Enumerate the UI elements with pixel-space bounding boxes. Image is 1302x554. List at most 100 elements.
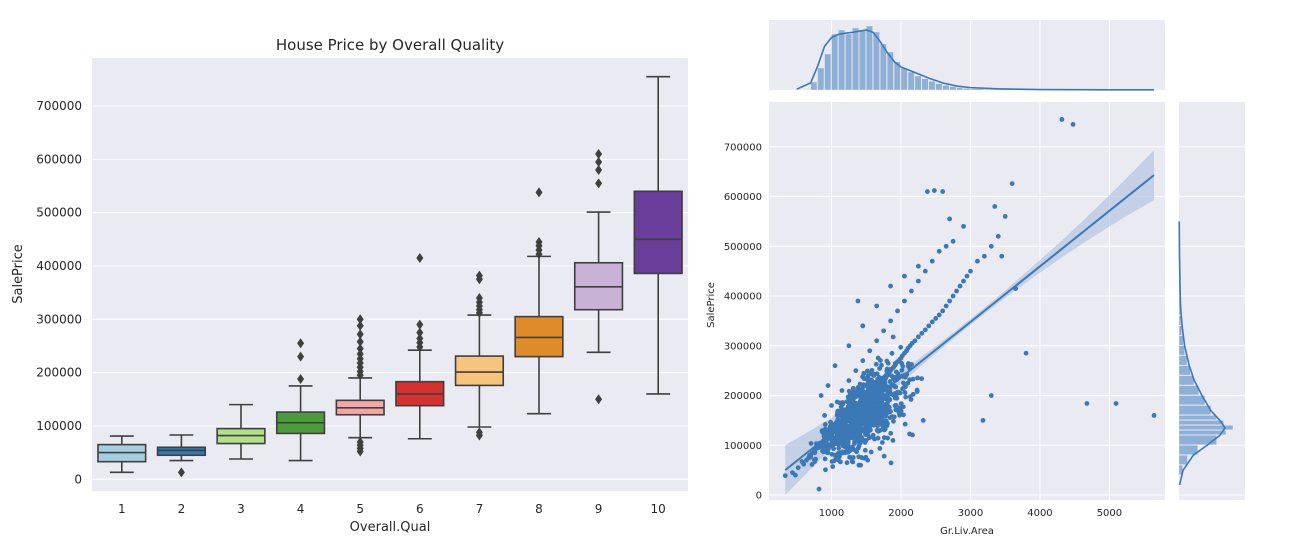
scatter-point xyxy=(832,442,837,447)
scatter-point xyxy=(965,274,970,279)
scatter-point xyxy=(893,361,898,366)
scatter-point xyxy=(853,368,858,373)
scatter-point xyxy=(888,284,893,289)
scatter-point xyxy=(961,224,966,229)
scatter-point xyxy=(855,390,860,395)
scatter-point xyxy=(940,189,945,194)
scatter-point xyxy=(888,367,893,372)
scatter-point xyxy=(877,446,882,451)
right-marginal-bar xyxy=(1179,316,1181,325)
scatter-point xyxy=(947,299,952,304)
scatter-point xyxy=(845,460,850,465)
scatter-point xyxy=(1152,413,1157,418)
scatter-point xyxy=(831,458,836,463)
scatter-point xyxy=(876,411,881,416)
scatter-point xyxy=(796,465,801,470)
scatter-point xyxy=(915,389,920,394)
scatter-point xyxy=(968,269,973,274)
scatter-point xyxy=(868,428,873,433)
top-marginal-bar xyxy=(964,88,970,90)
scatter-point xyxy=(857,425,862,430)
scatter-point xyxy=(947,217,952,222)
scatter-point xyxy=(916,279,921,284)
scatter-point xyxy=(828,424,833,429)
top-marginal-bar xyxy=(950,87,956,90)
scatter-x-tick-label: 1000 xyxy=(819,508,844,519)
scatter-point xyxy=(883,383,888,388)
scatter-point xyxy=(932,188,937,193)
scatter-point xyxy=(870,368,875,373)
scatter-point xyxy=(892,414,897,419)
scatter-point xyxy=(857,431,862,436)
top-marginal-bar xyxy=(832,34,838,90)
top-marginal-bar xyxy=(915,76,921,90)
scatter-point xyxy=(879,405,884,410)
scatter-point xyxy=(845,410,850,415)
scatter-point xyxy=(840,400,845,405)
scatter-point xyxy=(819,393,824,398)
scatter-point xyxy=(826,383,831,388)
scatter-point xyxy=(903,384,908,389)
right-marginal-bar xyxy=(1179,376,1194,385)
boxplot-x-tick-label: 9 xyxy=(595,502,603,516)
scatter-point xyxy=(989,393,994,398)
boxplot-y-tick-label: 700000 xyxy=(36,99,82,113)
scatter-point xyxy=(891,438,896,443)
scatter-point xyxy=(906,361,911,366)
scatter-point xyxy=(809,441,814,446)
top-marginal-bar xyxy=(970,89,983,90)
scatter-point xyxy=(861,401,866,406)
scatter-point xyxy=(847,427,852,432)
scatter-point xyxy=(880,440,885,445)
right-marginal-bar xyxy=(1179,430,1226,434)
scatter-point xyxy=(989,244,994,249)
scatter-point xyxy=(867,348,872,353)
scatter-point xyxy=(833,363,838,368)
scatter-x-tick-label: 2000 xyxy=(888,508,913,519)
scatter-point xyxy=(893,385,898,390)
scatter-y-tick-label: 700000 xyxy=(724,142,762,153)
right-marginal-bar xyxy=(1179,386,1199,395)
scatter-point xyxy=(863,418,868,423)
scatter-point xyxy=(951,294,956,299)
scatter-point xyxy=(897,410,902,415)
scatter-point xyxy=(903,422,908,427)
scatter-y-tick-labels: 0100000200000300000400000500000600000700… xyxy=(724,142,762,501)
scatter-point xyxy=(849,410,854,415)
scatter-point xyxy=(823,467,828,472)
boxplot-x-tick-label: 4 xyxy=(297,502,305,516)
scatter-point xyxy=(852,426,857,431)
scatter-point xyxy=(863,440,868,445)
scatter-y-tick-label: 200000 xyxy=(724,391,762,402)
right-marginal-bar xyxy=(1179,396,1205,405)
scatter-x-tick-label: 4000 xyxy=(1027,508,1052,519)
scatter-point xyxy=(839,410,844,415)
scatter-point xyxy=(846,343,851,348)
scatter-point xyxy=(882,435,887,440)
scatter-point xyxy=(895,309,900,314)
boxplot-box xyxy=(456,356,504,385)
scatter-point xyxy=(940,309,945,314)
scatter-point xyxy=(828,420,833,425)
scatter-point xyxy=(919,376,924,381)
scatter-point xyxy=(881,425,886,430)
top-marginal-bar xyxy=(825,54,831,90)
scatter-point xyxy=(890,351,895,356)
scatter-point xyxy=(827,442,832,447)
scatter-point xyxy=(876,429,881,434)
scatter-point xyxy=(822,413,827,418)
scatter-point xyxy=(1085,401,1090,406)
boxplot-y-tick-label: 300000 xyxy=(36,312,82,326)
scatter-point xyxy=(891,335,896,340)
scatter-point xyxy=(822,429,827,434)
scatter-point xyxy=(992,204,997,209)
scatter-point xyxy=(919,331,924,336)
boxplot-y-tick-label: 0 xyxy=(74,472,82,486)
scatter-point xyxy=(1071,122,1076,127)
scatter-point xyxy=(850,459,855,464)
boxplot-x-tick-label: 3 xyxy=(237,502,245,516)
scatter-point xyxy=(1010,181,1015,186)
boxplot-y-tick-label: 500000 xyxy=(36,206,82,220)
boxplot-x-tick-label: 6 xyxy=(416,502,424,516)
scatter-point xyxy=(848,392,853,397)
